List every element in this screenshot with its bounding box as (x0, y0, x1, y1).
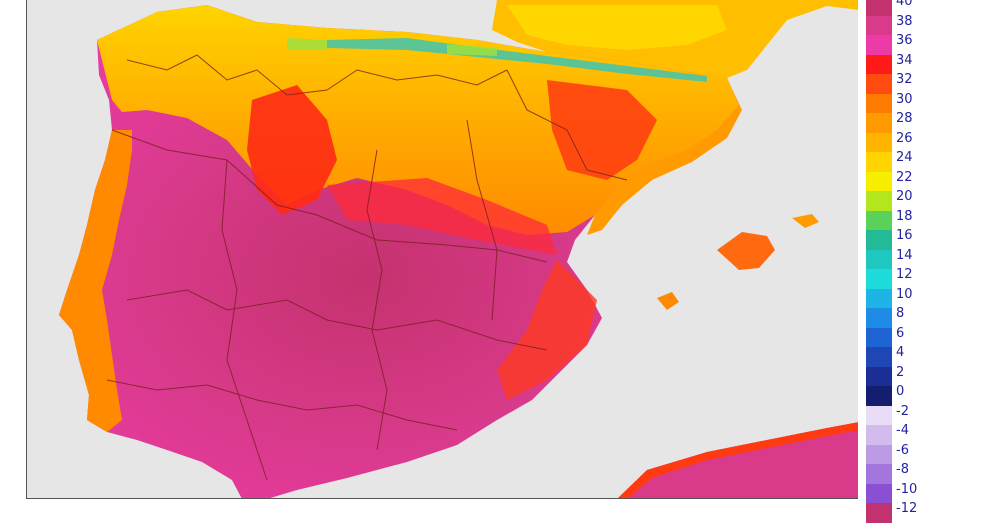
legend-tick-label: 12 (896, 267, 913, 282)
legend-swatch (866, 54, 892, 74)
green-strip-north (287, 38, 497, 56)
legend-swatch (866, 0, 892, 16)
legend-tick-label: 28 (896, 111, 913, 126)
legend-tick-label: -6 (896, 442, 909, 458)
legend-swatch (866, 152, 892, 172)
map-canvas[interactable] (27, 0, 858, 499)
legend-swatch (866, 74, 892, 94)
legend-swatch (866, 444, 892, 464)
legend-swatch (866, 210, 892, 230)
legend-tick-label: 10 (896, 286, 913, 302)
legend-tick-label: 40 (896, 0, 913, 9)
hot-patch-levante (497, 260, 597, 400)
legend-tick-label: 26 (896, 130, 913, 146)
island-mallorca (717, 232, 775, 270)
legend-swatch (866, 191, 892, 211)
legend-swatch (866, 425, 892, 445)
legend-swatch (866, 327, 892, 347)
island-menorca (792, 214, 819, 228)
legend-tick-label: 20 (896, 189, 913, 204)
hot-patch-duero (247, 85, 337, 215)
legend-swatch (866, 288, 892, 308)
legend-tick-label: 6 (896, 325, 905, 341)
legend-swatch (866, 230, 892, 250)
legend-tick-label: -12 (896, 501, 918, 516)
legend-tick-label: -8 (896, 462, 909, 477)
legend-swatch (866, 93, 892, 113)
legend-tick-label: 8 (896, 306, 905, 321)
legend-swatch (866, 113, 892, 133)
legend-swatch (866, 249, 892, 269)
island-ibiza (657, 292, 679, 310)
legend-tick-label: 34 (896, 52, 913, 68)
legend-swatch (866, 308, 892, 328)
legend-tick-label: 0 (896, 384, 905, 399)
legend-swatch (866, 132, 892, 152)
cool-strip-north (327, 38, 707, 82)
mediterranean-coast-rim (587, 78, 742, 235)
regional-borders (106, 54, 628, 481)
legend-swatch (866, 483, 892, 503)
legend-swatch (866, 366, 892, 386)
hot-patch-tajo (327, 178, 557, 255)
legend-swatch (866, 269, 892, 289)
legend-tick-label: 24 (896, 150, 913, 165)
legend-tick-label: 32 (896, 72, 913, 87)
legend-tick-label: 38 (896, 13, 913, 29)
temperature-legend: 40 38 36 34 32 30 28 26 24 22 20 18 16 14 12 10 8 6 4 2 0 -2-… (866, 0, 1000, 523)
hot-patch-ebro (547, 80, 657, 180)
legend-swatch (866, 503, 892, 523)
legend-tick-label: -4 (896, 423, 909, 438)
north-africa-coast (618, 422, 858, 498)
legend-swatch (866, 386, 892, 406)
legend-swatch (866, 171, 892, 191)
atlantic-coast-rim (59, 130, 132, 432)
legend-tick-label: 14 (896, 247, 913, 263)
temperature-map[interactable] (26, 0, 858, 499)
legend-tick-label: 2 (896, 364, 905, 380)
legend-tick-label: 22 (896, 169, 913, 185)
legend-tick-label: 18 (896, 208, 913, 224)
legend-swatch (866, 464, 892, 484)
legend-tick-label: 16 (896, 228, 913, 243)
legend-swatch (866, 347, 892, 367)
legend-swatch (866, 15, 892, 35)
legend-swatch (866, 35, 892, 55)
legend-tick-label: -10 (896, 481, 918, 497)
legend-tick-label: -2 (896, 403, 909, 419)
france-yellow-band (507, 5, 727, 50)
legend-tick-label: 4 (896, 345, 905, 360)
legend-swatch (866, 405, 892, 425)
legend-tick-label: 36 (896, 33, 913, 48)
legend-tick-label: 30 (896, 91, 913, 107)
